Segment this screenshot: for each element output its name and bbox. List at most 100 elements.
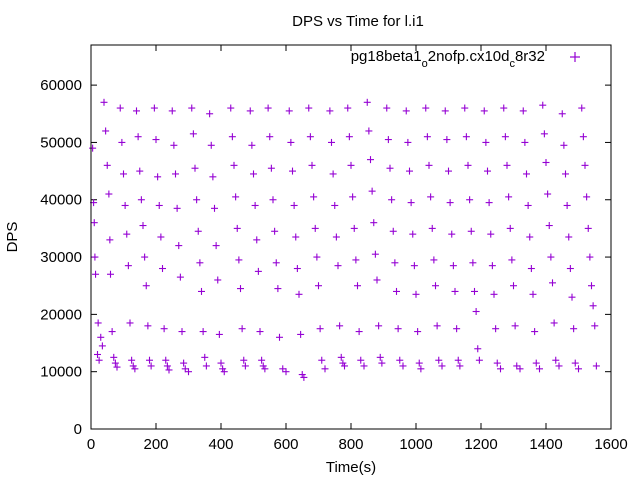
data-point: [399, 362, 407, 370]
data-point: [516, 365, 524, 373]
data-point: [116, 104, 124, 112]
data-point: [438, 362, 446, 370]
data-point: [492, 325, 500, 333]
data-point: [475, 356, 483, 364]
data-point: [558, 110, 566, 118]
data-point: [445, 167, 452, 175]
data-point: [120, 170, 127, 178]
data-point: [227, 104, 235, 112]
data-point: [326, 107, 334, 115]
data-point: [482, 138, 490, 146]
data-point: [345, 133, 353, 141]
legend-marker: [570, 52, 580, 62]
y-tick-label: 50000: [40, 134, 82, 151]
data-point: [103, 161, 111, 169]
data-point: [519, 107, 527, 115]
data-point: [238, 325, 246, 333]
data-point: [287, 138, 295, 146]
data-point: [198, 287, 205, 295]
data-point: [349, 193, 357, 201]
data-point: [228, 133, 236, 141]
data-point: [305, 104, 313, 112]
data-point: [321, 365, 329, 373]
data-point: [207, 141, 215, 149]
data-point: [233, 224, 241, 232]
data-point: [386, 164, 394, 172]
data-point: [246, 107, 254, 115]
data-point: [578, 104, 586, 112]
y-tick-label: 0: [74, 421, 82, 438]
data-point: [508, 256, 516, 264]
data-point: [311, 224, 319, 232]
data-point: [404, 138, 412, 146]
data-point: [555, 362, 563, 370]
data-point: [449, 262, 457, 270]
data-point: [373, 276, 381, 284]
data-point: [521, 138, 529, 146]
data-point: [354, 282, 361, 290]
x-tick-label: 800: [338, 436, 363, 453]
data-point: [292, 233, 300, 241]
data-point: [201, 353, 209, 361]
y-tick-label: 60000: [40, 77, 82, 94]
data-point: [423, 133, 431, 141]
data-point: [539, 101, 547, 109]
data-point: [300, 373, 308, 381]
data-point: [157, 233, 165, 241]
data-point: [490, 290, 498, 298]
data-point: [102, 127, 110, 135]
data-point: [407, 199, 415, 207]
data-point: [370, 219, 378, 227]
x-axis: 0 200 400 600 800 1000 1200 1400 1600: [87, 45, 628, 453]
data-point: [256, 328, 264, 336]
data-point: [466, 196, 474, 204]
chart-title: DPS vs Time for l.i1: [292, 13, 424, 30]
data-point: [267, 164, 275, 172]
data-point: [253, 236, 261, 244]
data-point: [97, 333, 105, 341]
data-point: [435, 356, 443, 364]
data-point: [289, 167, 296, 175]
data-point: [172, 170, 179, 178]
data-point: [282, 368, 290, 376]
data-point: [412, 290, 420, 298]
data-point: [202, 362, 210, 370]
data-point: [144, 322, 152, 330]
data-point: [471, 287, 478, 295]
data-point: [581, 161, 589, 169]
data-point: [344, 104, 352, 112]
data-point: [251, 201, 259, 209]
data-point: [352, 256, 360, 264]
data-point: [493, 359, 501, 367]
data-point: [347, 161, 355, 169]
data-point: [391, 259, 399, 267]
data-point: [331, 201, 339, 209]
data-point: [571, 359, 579, 367]
data-point: [544, 190, 552, 198]
data-point: [540, 130, 548, 138]
data-point: [462, 133, 470, 141]
data-point: [367, 156, 374, 164]
data-point: [394, 325, 402, 333]
data-point: [427, 193, 435, 201]
plot-frame: [90, 44, 612, 430]
data-point: [501, 133, 509, 141]
data-point: [274, 285, 282, 293]
data-point: [180, 359, 188, 367]
data-point: [199, 328, 207, 336]
data-point: [467, 227, 475, 235]
data-point: [136, 167, 144, 175]
data-point: [441, 107, 449, 115]
data-point: [409, 230, 417, 238]
data-point: [178, 328, 186, 336]
data-point: [154, 173, 162, 181]
data-point: [146, 356, 153, 364]
data-point: [113, 363, 121, 371]
data-point: [271, 227, 279, 235]
data-point: [547, 253, 555, 261]
data-point: [165, 366, 173, 374]
data-point: [215, 330, 223, 338]
data-point: [586, 253, 594, 261]
data-point: [531, 328, 539, 336]
